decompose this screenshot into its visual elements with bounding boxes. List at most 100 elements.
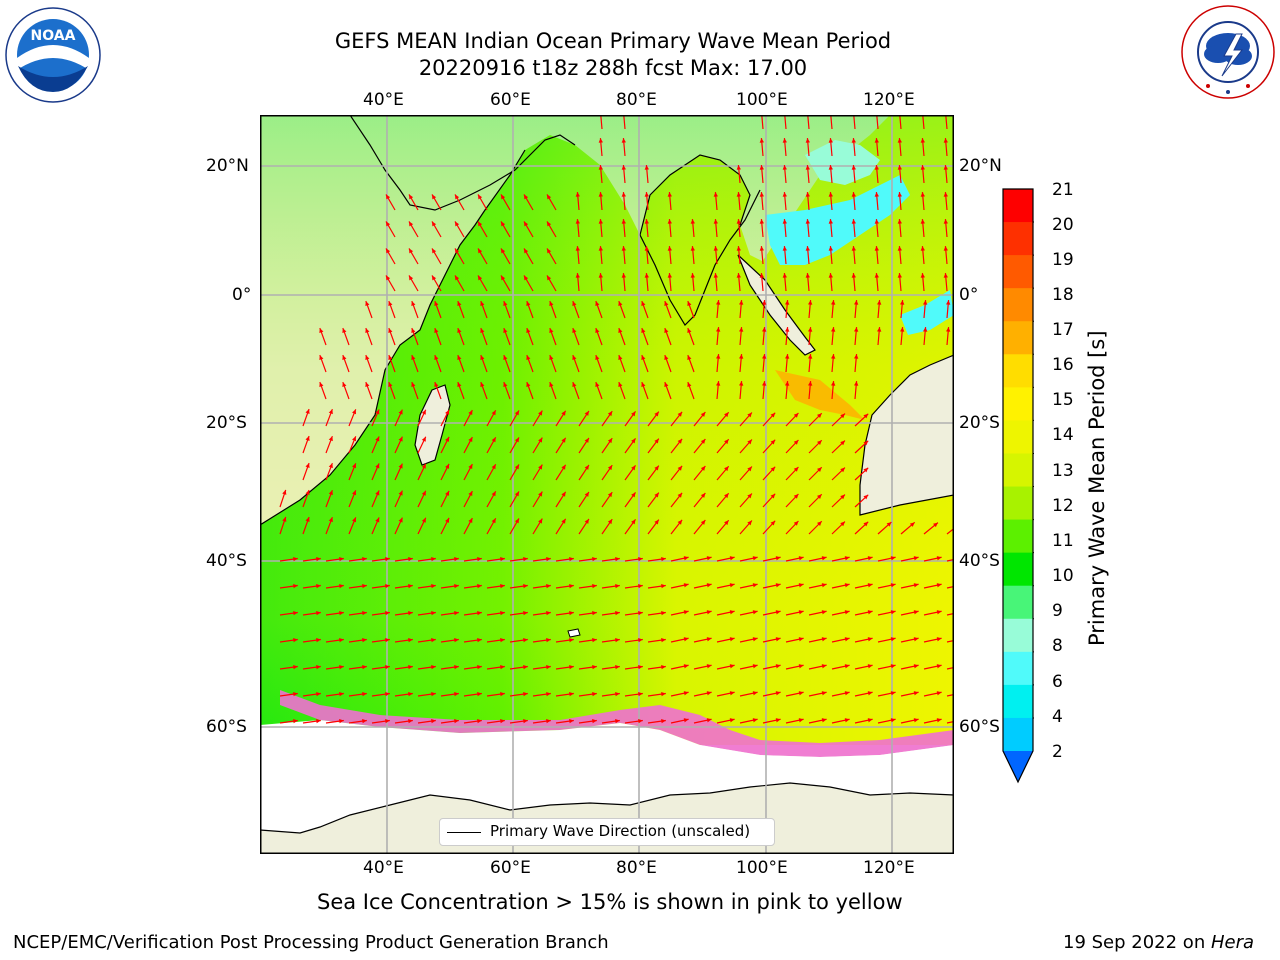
wave-arrow-head	[561, 410, 566, 416]
wave-arrow-head	[598, 138, 603, 143]
wave-arrow-head	[920, 192, 925, 197]
wave-arrow-head	[342, 328, 347, 334]
colorbar	[1002, 188, 1034, 784]
wave-arrow-head	[316, 556, 321, 562]
wave-arrow-head	[398, 490, 403, 496]
wave-arrow-head	[759, 273, 764, 278]
wave-arrow-head	[700, 412, 706, 417]
wave-arrow-head	[503, 301, 508, 307]
wave-arrow-head	[851, 138, 856, 143]
wave-arrow-head	[457, 355, 462, 361]
wave-arrow-head	[621, 219, 626, 224]
wave-arrow-head	[854, 381, 859, 386]
wave-arrow-head	[631, 465, 636, 471]
wave-arrow-head	[480, 355, 485, 361]
wave-arrow-head	[584, 491, 589, 497]
wave-arrow-head	[863, 440, 869, 446]
wave-arrow-head	[595, 355, 600, 361]
lat-tick-right-20s: 20°S	[959, 413, 1000, 433]
high-period-patch	[775, 370, 865, 420]
chart-subtitle: 20220916 t18z 288h fcst Max: 17.00	[418, 56, 808, 80]
wave-arrow-head	[729, 637, 735, 642]
colorbar-tick-11: 11	[1052, 531, 1074, 551]
colorbar-tick-6: 6	[1052, 672, 1063, 692]
wave-arrow-head	[762, 381, 767, 386]
wave-arrow-head	[328, 490, 333, 496]
wave-arrow-head	[863, 521, 869, 527]
wave-arrow-head	[690, 246, 695, 251]
wave-arrow-head	[621, 273, 626, 278]
wave-arrow-head	[455, 248, 460, 254]
wave-arrow-head	[816, 413, 822, 418]
wave-arrow-head	[584, 518, 589, 524]
wave-arrow-head	[736, 165, 741, 170]
wave-arrow-head	[595, 301, 600, 307]
wave-arrow-head	[700, 439, 706, 444]
wave-arrow-head	[319, 355, 324, 361]
wave-arrow-head	[821, 691, 827, 696]
wave-arrow-head	[631, 492, 636, 498]
wave-arrow-head	[305, 490, 310, 496]
wave-arrow-head	[724, 439, 729, 445]
wave-arrow-head	[661, 610, 666, 616]
wave-arrow-head	[584, 410, 589, 416]
wave-arrow-head	[569, 556, 574, 562]
colorbar-label: Primary Wave Mean Period [s]	[1085, 330, 1109, 646]
wave-arrow-head	[375, 490, 380, 496]
wave-arrow-head	[408, 637, 413, 643]
wave-arrow-head	[618, 301, 623, 307]
wave-arrow-head	[664, 355, 669, 361]
wave-arrow-head	[316, 718, 321, 724]
sea-ice-note: Sea Ice Concentration > 15% is shown in …	[317, 890, 903, 914]
wave-arrow-head	[572, 355, 577, 361]
wave-arrow-head	[421, 463, 426, 469]
wave-arrow-head	[293, 637, 298, 643]
wave-arrow-head	[793, 467, 799, 472]
wave-arrow-head	[319, 328, 324, 334]
wave-arrow-head	[293, 718, 298, 724]
wave-arrow	[876, 115, 879, 130]
wave-arrow-head	[775, 583, 781, 588]
wave-arrow-head	[631, 438, 636, 444]
wave-arrow-head	[747, 520, 752, 526]
wave-arrow-head	[654, 492, 659, 498]
footer-machine: Hera	[1210, 932, 1254, 953]
wave-arrow-head	[501, 194, 506, 200]
wave-arrow-head	[523, 664, 528, 670]
noaa-logo: NOAA	[4, 6, 102, 104]
wave-arrow-head	[547, 194, 552, 200]
wave-arrow-head	[514, 464, 519, 470]
wave-arrow-head	[808, 327, 813, 332]
wave-arrow-head	[736, 246, 741, 251]
wave-arrow-head	[762, 300, 767, 305]
wave-arrow-head	[798, 583, 804, 588]
wave-arrow-head	[431, 583, 436, 589]
wave-arrow-head	[615, 556, 620, 562]
wave-arrow-head	[445, 490, 450, 496]
lon-tick-top-60e: 60°E	[490, 90, 531, 110]
lat-tick-right-60s: 60°S	[959, 717, 1000, 737]
wave-arrow-head	[874, 219, 879, 224]
wave-arrow-head	[782, 192, 787, 197]
wave-arrow	[761, 115, 764, 130]
wave-arrow-head	[523, 637, 528, 643]
wave-arrow-head	[867, 583, 873, 588]
wave-direction-arrows	[279, 115, 954, 724]
wave-arrow-head	[468, 518, 473, 524]
wave-arrow-head	[480, 328, 485, 334]
colorbar-band	[1003, 189, 1033, 223]
wave-arrow-head	[638, 691, 643, 697]
lon-tick-top-80e: 80°E	[616, 90, 657, 110]
wave-arrow-head	[569, 718, 574, 724]
wave-arrow-head	[739, 327, 744, 332]
wave-arrow	[946, 558, 954, 562]
wave-arrow-head	[759, 219, 764, 224]
wave-arrow-head	[514, 410, 519, 416]
wave-arrow-head	[867, 637, 873, 642]
low-period-patch-east	[805, 140, 880, 185]
wave-arrow-head	[641, 301, 646, 307]
wave-arrow	[946, 693, 954, 697]
wave-arrow-head	[478, 248, 483, 254]
wave-arrow-head	[782, 246, 787, 251]
wave-arrow-head	[654, 438, 659, 444]
